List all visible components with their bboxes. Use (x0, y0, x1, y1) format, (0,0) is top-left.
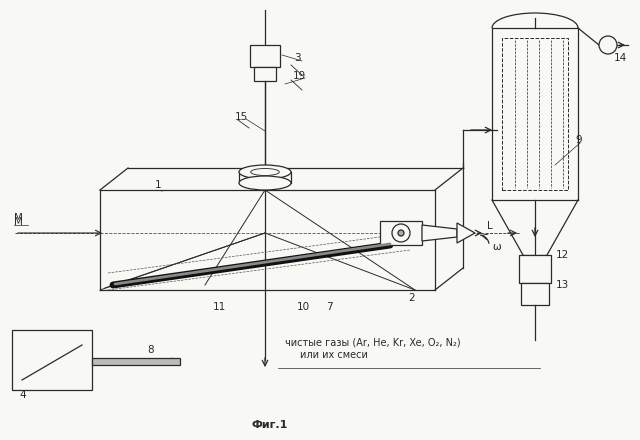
Circle shape (398, 230, 404, 236)
Text: 19: 19 (293, 71, 307, 81)
Text: L: L (487, 221, 493, 231)
Text: 3: 3 (294, 53, 301, 63)
Bar (250, 45, 280, 67)
Text: 10: 10 (297, 302, 310, 312)
Text: или их смеси: или их смеси (300, 350, 368, 360)
Text: Фиг.1: Фиг.1 (252, 420, 288, 430)
Text: 15: 15 (235, 112, 248, 122)
Text: 2: 2 (408, 293, 415, 303)
Ellipse shape (239, 165, 291, 179)
Text: 12: 12 (556, 250, 569, 260)
Bar (519, 255, 551, 283)
Text: 7: 7 (326, 302, 333, 312)
Text: 11: 11 (213, 302, 227, 312)
Polygon shape (457, 223, 475, 243)
Bar (521, 283, 549, 305)
Bar (92, 358, 180, 365)
Text: 8: 8 (147, 345, 154, 355)
Bar (380, 221, 422, 245)
Polygon shape (422, 225, 457, 241)
Circle shape (599, 36, 617, 54)
Text: 1: 1 (155, 180, 162, 190)
Text: 4: 4 (19, 390, 26, 400)
Text: _: _ (160, 188, 162, 192)
Text: M: M (14, 217, 23, 227)
Bar (502, 38, 568, 190)
Ellipse shape (251, 169, 279, 176)
Bar (254, 67, 276, 81)
Text: чистые газы (Ar, He, Kr, Xe, O₂, N₂): чистые газы (Ar, He, Kr, Xe, O₂, N₂) (285, 337, 461, 347)
Circle shape (392, 224, 410, 242)
Text: ω: ω (492, 242, 500, 252)
Bar (12, 330, 92, 390)
Text: 9: 9 (575, 135, 582, 145)
Text: 13: 13 (556, 280, 569, 290)
Text: M: M (14, 213, 23, 223)
Ellipse shape (239, 176, 291, 190)
Text: 14: 14 (614, 53, 627, 63)
